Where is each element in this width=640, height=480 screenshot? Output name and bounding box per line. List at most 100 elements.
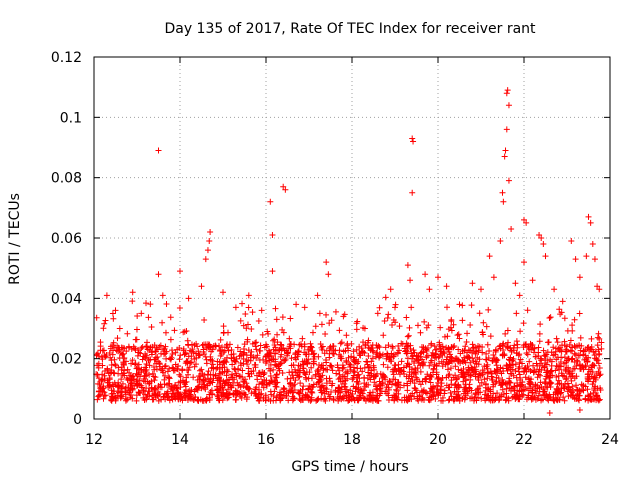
roti-point [430, 383, 437, 390]
roti-point [542, 375, 549, 382]
roti-point [398, 358, 405, 365]
roti-point [502, 147, 509, 154]
roti-point [244, 336, 251, 343]
roti-point [267, 361, 274, 368]
roti-point [380, 361, 387, 368]
roti-point [320, 365, 327, 372]
roti-point [337, 374, 344, 381]
roti-point [405, 375, 412, 382]
roti-point [468, 302, 475, 309]
roti-point [309, 389, 316, 396]
roti-point [452, 355, 459, 362]
roti-point [176, 371, 183, 378]
roti-point [503, 362, 510, 369]
roti-point [573, 357, 580, 364]
roti-point [573, 382, 580, 389]
roti-point [377, 385, 384, 392]
roti-point [557, 358, 564, 365]
roti-point [128, 346, 135, 353]
x-tick-label: 22 [515, 432, 533, 448]
roti-point [242, 311, 249, 318]
roti-point [231, 357, 238, 364]
roti-point [472, 358, 479, 365]
roti-point [295, 347, 302, 354]
roti-point [193, 361, 200, 368]
roti-point [394, 350, 401, 357]
roti-point [396, 323, 403, 330]
roti-point [568, 389, 575, 396]
roti-point [135, 349, 142, 356]
roti-point [343, 332, 350, 339]
roti-point [159, 319, 166, 326]
roti-point [303, 376, 310, 383]
roti-point [220, 359, 227, 366]
roti-point [217, 370, 224, 377]
roti-point [455, 346, 462, 353]
roti-point [484, 341, 491, 348]
roti-point [353, 378, 360, 385]
roti-point [554, 363, 561, 370]
roti-point [408, 366, 415, 373]
roti-point [597, 387, 604, 393]
roti-point [411, 359, 418, 366]
roti-point [431, 363, 438, 370]
roti-point [481, 376, 488, 383]
roti-point [337, 353, 344, 360]
roti-point [520, 320, 527, 327]
roti-point [153, 366, 160, 373]
roti-point [206, 238, 213, 245]
roti-point [596, 350, 603, 357]
roti-point [243, 325, 250, 332]
roti-point [164, 394, 171, 401]
roti-point [434, 389, 441, 396]
roti-point [496, 343, 503, 350]
roti-point [576, 342, 583, 349]
roti-point [273, 316, 280, 323]
roti-point [271, 350, 278, 357]
roti-point [435, 375, 442, 382]
roti-point [514, 382, 521, 389]
roti-point [589, 241, 596, 248]
roti-point [465, 366, 472, 373]
roti-point [240, 322, 247, 329]
roti-point [408, 304, 415, 311]
roti-point [150, 373, 157, 380]
roti-point [234, 344, 241, 351]
roti-point [370, 374, 377, 381]
roti-point [469, 345, 476, 352]
roti-point [500, 198, 507, 205]
roti-point [308, 344, 315, 351]
roti-point [269, 231, 276, 238]
roti-point [129, 386, 136, 393]
roti-point [395, 343, 402, 350]
roti-point [176, 305, 183, 311]
roti-point [265, 352, 272, 359]
roti-point [569, 322, 576, 329]
roti-point [585, 213, 592, 220]
roti-point [121, 372, 128, 379]
roti-point [563, 375, 570, 382]
roti-point [460, 366, 467, 373]
roti-point [151, 385, 158, 392]
roti-point [547, 384, 554, 390]
roti-point [558, 309, 565, 316]
roti-point [576, 310, 583, 317]
roti-point [467, 321, 474, 328]
roti-point [261, 344, 268, 351]
roti-point [282, 356, 289, 363]
roti-point [143, 372, 150, 379]
roti-point [161, 351, 168, 358]
roti-point [367, 376, 374, 383]
roti-point [580, 348, 587, 355]
roti-point [477, 370, 484, 377]
roti-point [493, 366, 500, 373]
roti-point [102, 353, 109, 360]
roti-point [236, 373, 243, 380]
roti-point [344, 370, 351, 377]
roti-point [350, 383, 357, 390]
roti-point [593, 355, 600, 362]
roti-point [406, 324, 413, 331]
roti-point [486, 396, 493, 403]
roti-point [418, 387, 425, 394]
roti-point [575, 352, 582, 359]
